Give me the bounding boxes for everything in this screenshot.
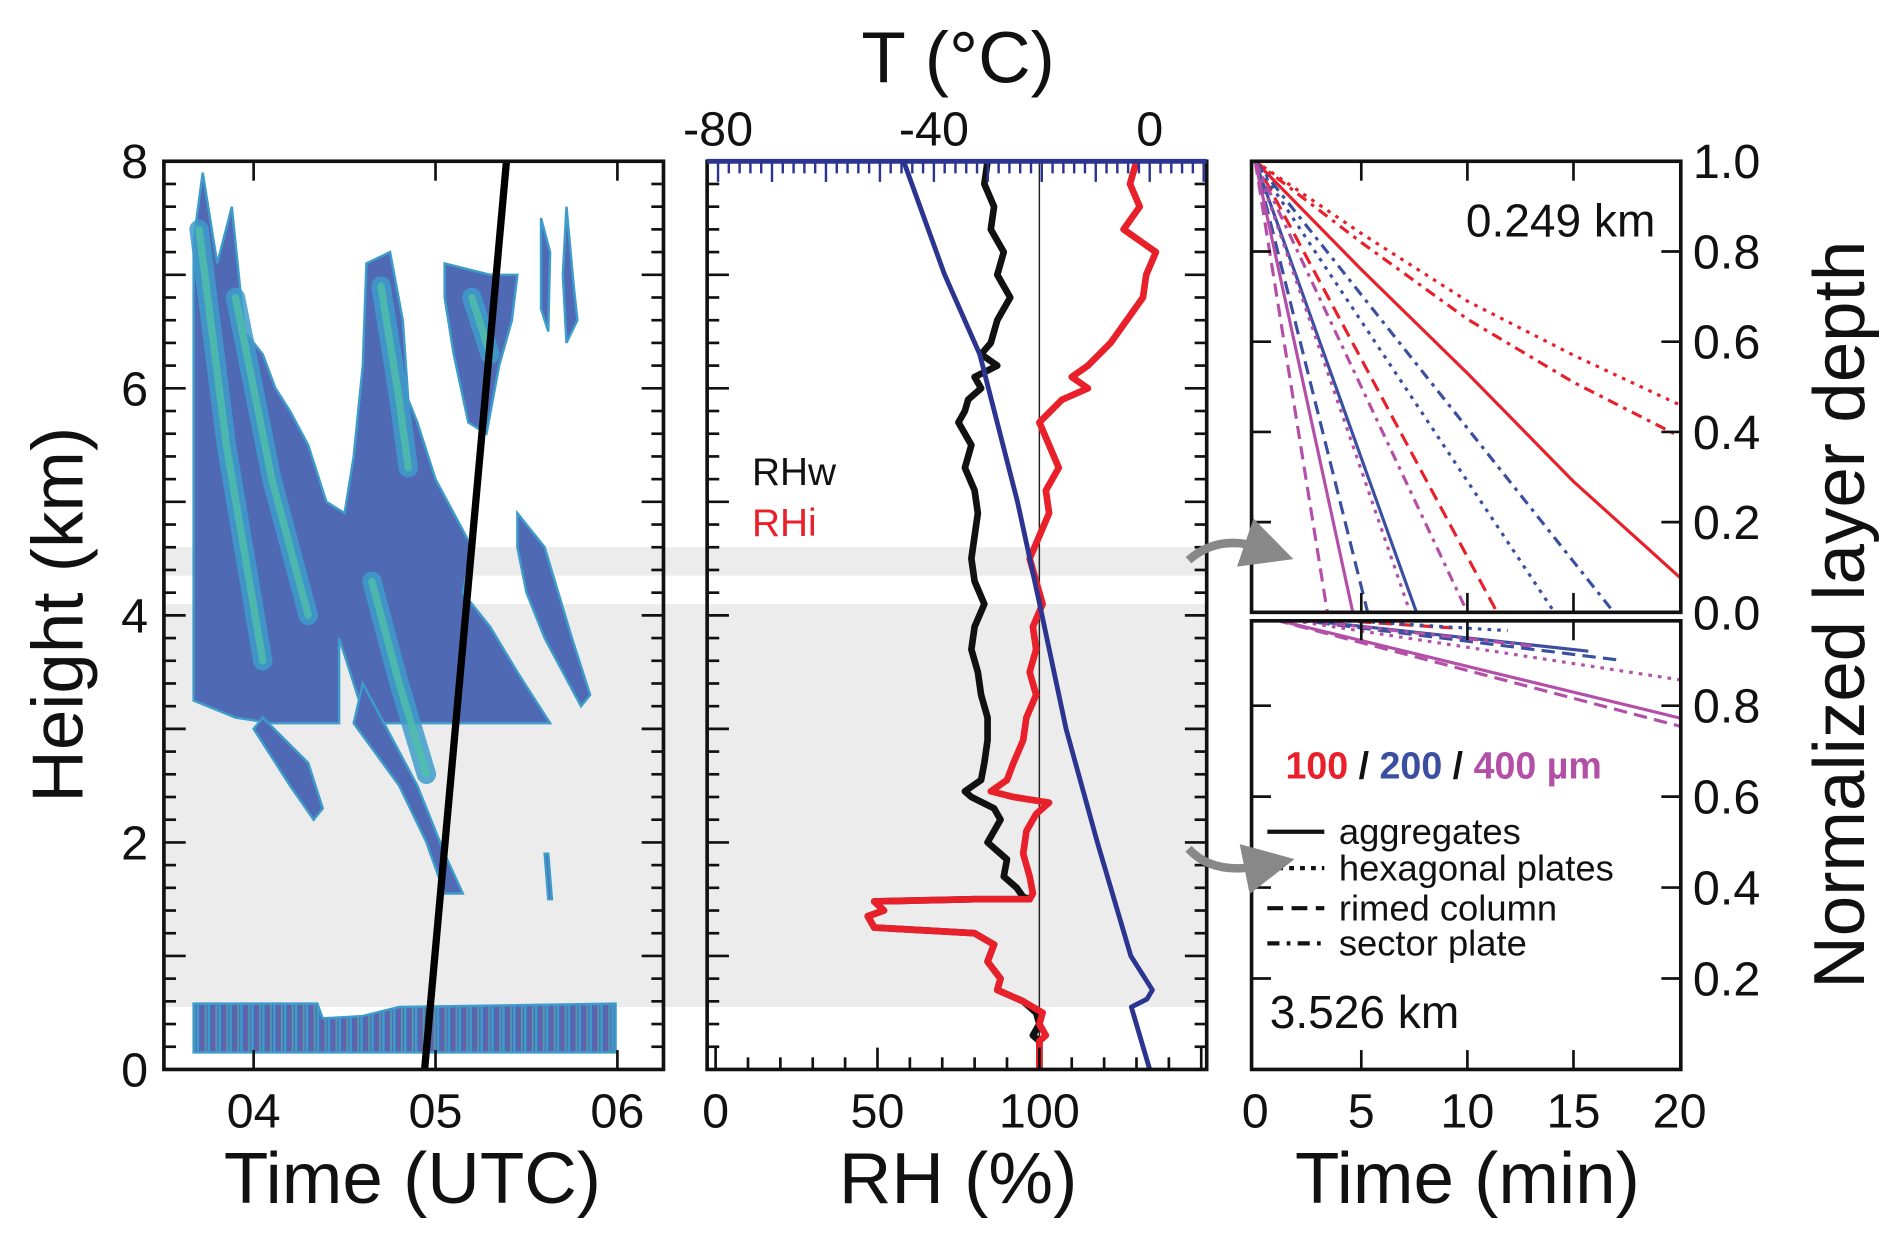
- size-legend: 100 / 200 / 400 µm: [1286, 744, 1602, 786]
- depth-tick-label: 0.8: [1693, 225, 1760, 279]
- rh-tick-label: 50: [851, 1085, 905, 1139]
- fall-curve-200-rimed-column: [1253, 161, 1370, 613]
- fall-curve-200-sector-plate: [1253, 161, 1616, 613]
- depth-tick-label: 0.2: [1693, 496, 1760, 550]
- echo-region: [543, 852, 554, 901]
- fall-curve-200-hexagonal-plates: [1253, 161, 1556, 613]
- temperature-tick-label: 0: [1136, 103, 1163, 157]
- height-tick-label: 8: [121, 135, 148, 189]
- profile-lines: [864, 161, 1160, 1070]
- depth-tick-label: 0.8: [1693, 680, 1760, 734]
- surface-echo: [192, 1002, 617, 1054]
- fall-curve-100-hexagonal-plates: [1254, 161, 1681, 407]
- legend-label: aggregates: [1339, 811, 1521, 852]
- top-annotation: 0.249 km: [1466, 194, 1655, 246]
- arrow-icon: [1185, 518, 1294, 567]
- radar-panel: [162, 159, 666, 1072]
- echo-highlight-core: [195, 225, 267, 665]
- depth-tick-label: 0.0: [1693, 586, 1760, 640]
- time-utc-tick-label: 05: [409, 1085, 463, 1139]
- time-utc-tick-label: 04: [227, 1085, 281, 1139]
- depth-tick-label: 0.6: [1693, 771, 1760, 825]
- fall-curve-100-sector-plate: [1254, 161, 1681, 438]
- legend-label: rimed column: [1339, 887, 1557, 928]
- temperature-axis-title: T (°C): [861, 17, 1054, 98]
- depth-tick-label: 0.6: [1693, 316, 1760, 370]
- height-tick-label: 4: [121, 589, 148, 643]
- depth-tick-label: 1.0: [1693, 135, 1760, 189]
- rh-axis-title: RH (%): [839, 1138, 1077, 1219]
- time-utc-tick-label: 06: [590, 1085, 644, 1139]
- legend-label: hexagonal plates: [1339, 847, 1614, 888]
- depth-axis-title: Normalized layer depth: [1799, 241, 1880, 989]
- fall-curve-200-hexagonal-plates: [1326, 620, 1508, 633]
- legend-rhi: RHi: [752, 502, 817, 545]
- fall-curve-400-hexagonal-plates: [1284, 620, 1680, 682]
- fall-curves-bottom: [1272, 620, 1680, 728]
- echo-region: [561, 206, 579, 344]
- legend-label: sector plate: [1339, 922, 1527, 963]
- radar-frame: [162, 159, 666, 1072]
- rh-tick-label: 100: [999, 1085, 1080, 1139]
- rh-tick-label: 0: [702, 1085, 729, 1139]
- height-axis-title: Height (km): [18, 427, 99, 803]
- fall-curve-400-rimed-column: [1253, 161, 1329, 613]
- fall-curve-100-rimed-column: [1253, 161, 1499, 613]
- echo-region: [539, 217, 552, 332]
- height-tick-label: 2: [121, 816, 148, 870]
- size-400: 400 µm: [1474, 744, 1602, 786]
- fall-curve-100-aggregates: [1254, 161, 1681, 579]
- sonde-track-line: [420, 161, 511, 1070]
- echo-highlight-core: [231, 293, 312, 619]
- fall-top-frame: [1249, 159, 1683, 615]
- temperature-tick-label: -80: [683, 103, 753, 157]
- radar-echo: [189, 161, 617, 1070]
- fall-curve-400-hexagonal-plates: [1253, 161, 1412, 613]
- fall-curve-400-sector-plate: [1294, 620, 1538, 649]
- time-min-tick-label: 0: [1242, 1085, 1269, 1139]
- depth-tick-label: 0.2: [1693, 952, 1760, 1006]
- fall-curve-400-aggregates: [1253, 161, 1355, 613]
- arrow-icon: [1185, 844, 1295, 895]
- echo-highlight-core: [368, 577, 431, 778]
- time-min-tick-label: 15: [1547, 1085, 1601, 1139]
- echo-region: [352, 680, 465, 895]
- fall-panels: 0.249 km 3.526 km 100 / 200 / 400 µm agg…: [1249, 159, 1683, 1072]
- depth-tick-label: 0.4: [1693, 862, 1760, 916]
- time-min-axis-title: Time (min): [1295, 1138, 1640, 1219]
- fall-curve-400-rimed-column: [1272, 620, 1680, 728]
- time-min-tick-label: 10: [1440, 1085, 1494, 1139]
- fall-curves-top: [1253, 161, 1681, 613]
- time-min-tick-label: 20: [1653, 1085, 1707, 1139]
- depth-tick-label: 0.4: [1693, 406, 1760, 460]
- fall-curve-400-sector-plate: [1253, 161, 1469, 613]
- size-sep: /: [1348, 744, 1379, 786]
- t-profile-line: [901, 161, 1155, 1070]
- bottom-annotation: 3.526 km: [1270, 986, 1459, 1038]
- rhi-profile-line: [864, 161, 1160, 1070]
- echo-region: [516, 509, 592, 709]
- height-tick-label: 0: [121, 1043, 148, 1097]
- size-100: 100: [1286, 744, 1349, 786]
- height-tick-label: 6: [121, 362, 148, 416]
- time-min-tick-label: 5: [1348, 1085, 1375, 1139]
- legend-rhw: RHw: [752, 451, 837, 494]
- echo-region: [252, 715, 325, 822]
- time-utc-axis-title: Time (UTC): [224, 1138, 601, 1219]
- size-200: 200: [1380, 744, 1443, 786]
- fall-curve-200-aggregates: [1253, 161, 1418, 613]
- temperature-tick-label: -40: [899, 103, 969, 157]
- echo-highlight-core: [377, 282, 412, 472]
- size-sep: /: [1442, 744, 1473, 786]
